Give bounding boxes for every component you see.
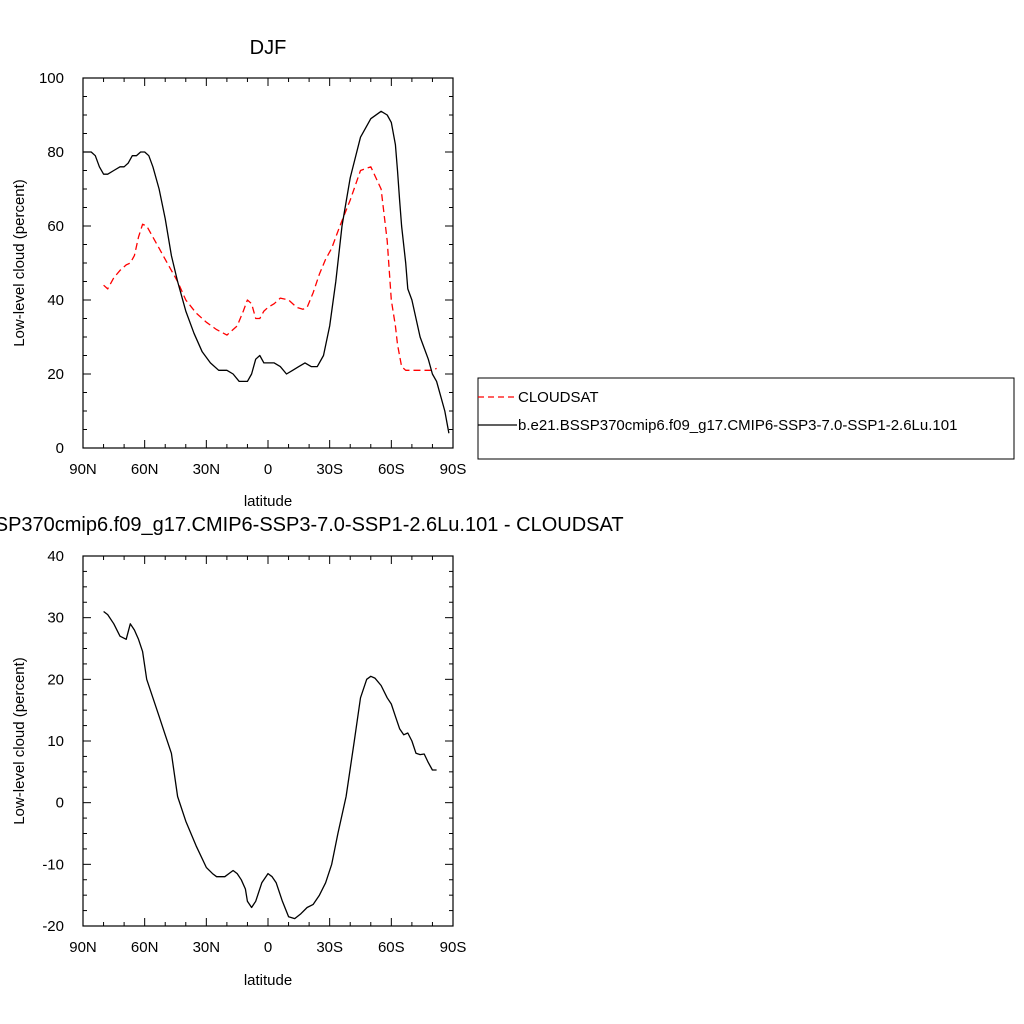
top-chart-title: DJF (250, 37, 287, 59)
top-x-tick-label-4: 30S (316, 461, 343, 478)
top-y-tick-label-5: 100 (39, 70, 64, 87)
top-chart: DJF Low-level cloud (percent) latitude 9… (11, 37, 466, 510)
bottom-x-tick-label-2: 30N (193, 939, 221, 956)
bottom-series-line-0 (103, 610, 437, 920)
bottom-chart: b.e21.BSSP370cmip6.f09_g17.CMIP6-SSP3-7.… (0, 514, 624, 989)
bottom-chart-y-axis-label: Low-level cloud (percent) (11, 657, 28, 825)
top-y-tick-label-4: 80 (47, 144, 64, 161)
bottom-chart-axes: 90N 60N 30N 0 30S 60S 90S -20 -10 0 10 20 30 40 (42, 548, 466, 956)
bottom-y-tick-label-4: 20 (47, 671, 64, 688)
top-chart-y-axis-label: Low-level cloud (percent) (11, 179, 28, 347)
top-x-tick-label-5: 60S (378, 461, 405, 478)
bottom-y-tick-label-2: 0 (56, 795, 64, 812)
legend-box (477, 377, 1015, 460)
legend-label-model: b.e21.BSSP370cmip6.f09_g17.CMIP6-SSP3-7.… (518, 417, 957, 434)
bottom-x-tick-label-3: 0 (264, 939, 272, 956)
top-chart-x-axis-label: latitude (244, 493, 292, 510)
top-y-tick-label-1: 20 (47, 366, 64, 383)
bottom-x-tick-label-5: 60S (378, 939, 405, 956)
legend-label-cloudsat: CLOUDSAT (518, 389, 599, 406)
bottom-x-tick-label-1: 60N (131, 939, 159, 956)
bottom-y-tick-label-3: 10 (47, 733, 64, 750)
bottom-x-tick-label-0: 90N (69, 939, 97, 956)
top-y-tick-label-3: 60 (47, 218, 64, 235)
bottom-y-tick-label-1: -10 (42, 856, 64, 873)
top-plot-frame (82, 77, 454, 449)
legend: CLOUDSAT b.e21.BSSP370cmip6.f09_g17.CMIP… (477, 377, 1015, 460)
top-x-tick-label-3: 0 (264, 461, 272, 478)
top-y-tick-label-2: 40 (47, 292, 64, 309)
top-y-tick-label-0: 0 (56, 440, 64, 457)
top-x-tick-label-0: 90N (69, 461, 97, 478)
bottom-x-tick-label-6: 90S (440, 939, 467, 956)
top-x-tick-label-1: 60N (131, 461, 159, 478)
bottom-y-tick-label-5: 30 (47, 610, 64, 627)
top-series-line-0 (103, 166, 437, 371)
bottom-x-tick-label-4: 30S (316, 939, 343, 956)
bottom-chart-title: b.e21.BSSP370cmip6.f09_g17.CMIP6-SSP3-7.… (0, 514, 624, 536)
bottom-chart-x-axis-label: latitude (244, 972, 292, 989)
top-chart-axes: 90N 60N 30N 0 30S 60S 90S 0 20 40 60 80 100 (39, 70, 466, 478)
top-chart-series-group (83, 110, 450, 434)
bottom-y-tick-label-0: -20 (42, 918, 64, 935)
top-x-tick-label-2: 30N (193, 461, 221, 478)
top-x-tick-label-6: 90S (440, 461, 467, 478)
bottom-plot-frame (82, 555, 454, 927)
bottom-y-tick-label-6: 40 (47, 548, 64, 565)
bottom-chart-series-group (103, 610, 437, 920)
top-series-line-1 (83, 110, 450, 434)
